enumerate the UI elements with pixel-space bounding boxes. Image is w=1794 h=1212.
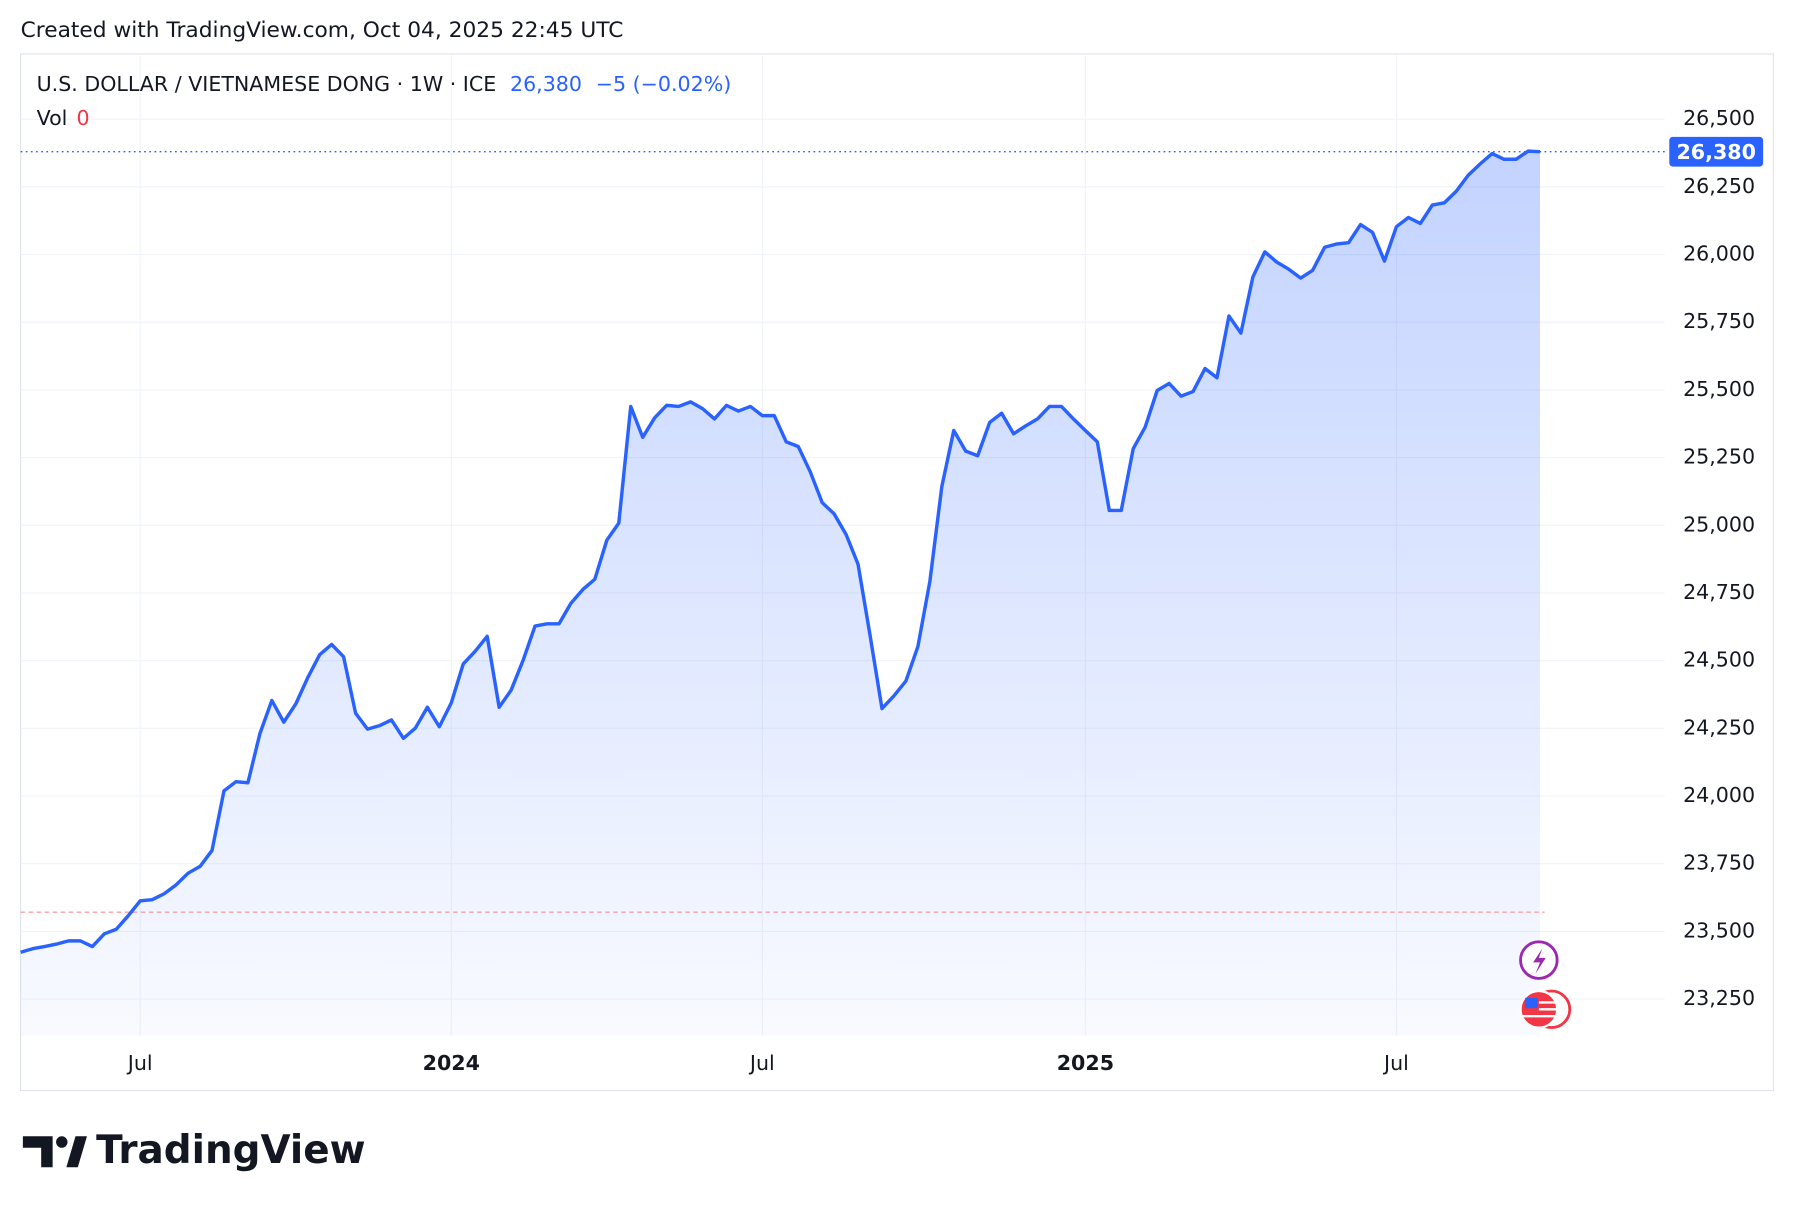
x-tick-label: 2024 bbox=[423, 1051, 480, 1075]
volume-value: 0 bbox=[77, 106, 90, 130]
y-tick-label: 25,250 bbox=[1683, 445, 1755, 469]
event-icons[interactable] bbox=[1519, 940, 1572, 1030]
y-tick-label: 23,500 bbox=[1683, 918, 1755, 942]
y-tick-label: 24,250 bbox=[1683, 715, 1755, 739]
header-change: −5 (−0.02%) bbox=[596, 72, 732, 96]
chart-title: U.S. DOLLAR / VIETNAMESE DONG · 1W · ICE bbox=[37, 72, 497, 96]
x-tick-label: Jul bbox=[1382, 1051, 1409, 1075]
x-tick-label: Jul bbox=[748, 1051, 775, 1075]
area-fill bbox=[20, 151, 1541, 1036]
logo-dot bbox=[56, 1136, 68, 1148]
brand-name: TradingView bbox=[96, 1128, 365, 1173]
y-tick-label: 24,750 bbox=[1683, 580, 1755, 604]
y-tick-label: 26,250 bbox=[1683, 174, 1755, 198]
volume-label: Vol bbox=[37, 106, 68, 130]
y-tick-label: 25,500 bbox=[1683, 377, 1755, 401]
y-tick-label: 25,750 bbox=[1683, 309, 1755, 333]
lightning-glyph bbox=[1533, 948, 1546, 974]
chart-frame bbox=[20, 53, 1774, 1092]
last-price-box bbox=[1669, 136, 1764, 167]
y-tick-label: 24,500 bbox=[1683, 648, 1755, 672]
logo-shape bbox=[22, 1136, 53, 1168]
price-line bbox=[20, 149, 1541, 954]
x-tick-label: Jul bbox=[126, 1051, 153, 1075]
brand-logo bbox=[22, 1136, 87, 1168]
created-note: Created with TradingView.com, Oct 04, 20… bbox=[21, 18, 624, 43]
y-tick-label: 23,750 bbox=[1683, 851, 1755, 875]
logo-slash bbox=[66, 1136, 87, 1168]
y-tick-label: 24,000 bbox=[1683, 783, 1755, 807]
header-price: 26,380 bbox=[510, 72, 582, 96]
flag-canton bbox=[1525, 997, 1538, 1009]
last-price-label: 26,380 bbox=[1676, 140, 1755, 164]
y-tick-label: 26,500 bbox=[1683, 106, 1755, 130]
y-tick-label: 26,000 bbox=[1683, 242, 1755, 266]
x-tick-label: 2025 bbox=[1057, 1051, 1114, 1075]
y-tick-label: 23,250 bbox=[1683, 986, 1755, 1010]
flag-stripes bbox=[1522, 1001, 1558, 1018]
y-tick-label: 25,000 bbox=[1683, 512, 1755, 536]
